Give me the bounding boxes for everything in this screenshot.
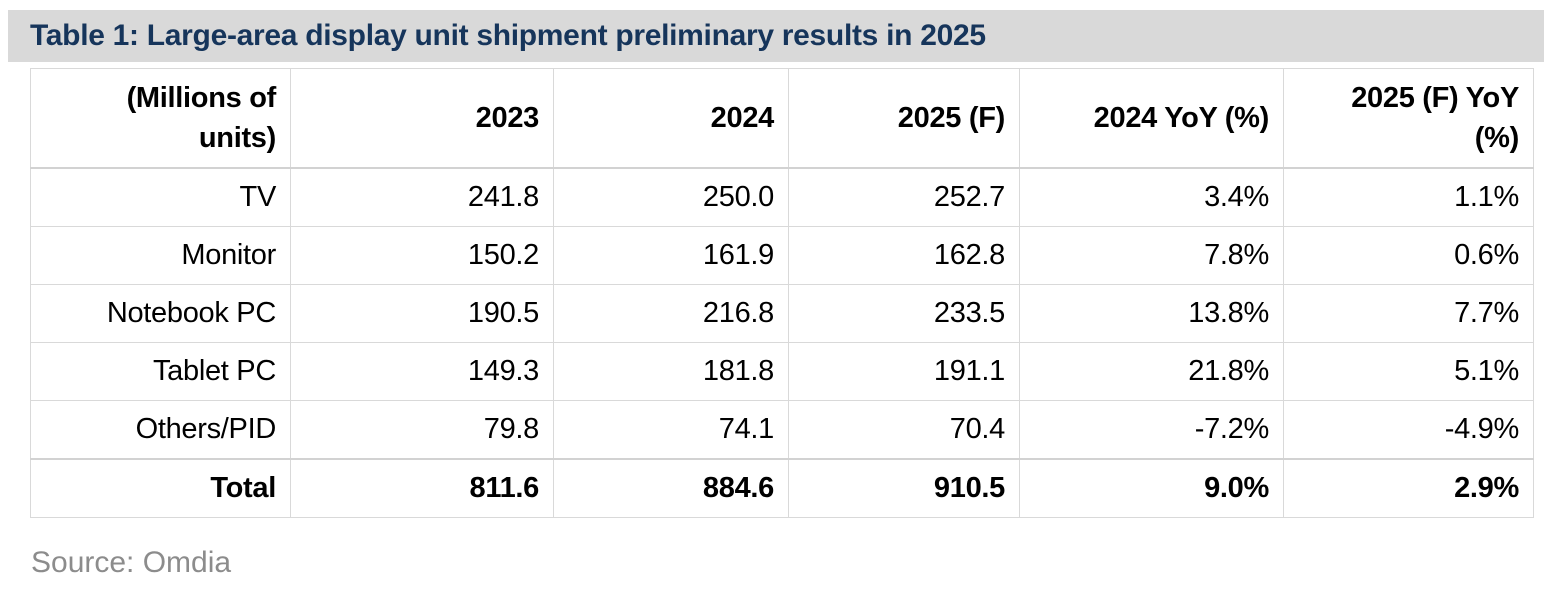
header-cell-2023: 2023 <box>290 68 554 169</box>
table-cell: 233.5 <box>788 284 1020 343</box>
table-cell: 7.7% <box>1283 284 1534 343</box>
table-cell: 70.4 <box>788 400 1020 460</box>
row-label-cell: TV <box>30 167 291 227</box>
table-cell: 910.5 <box>788 458 1020 518</box>
table-row-notebook-pc: Notebook PC 190.5 216.8 233.5 13.8% 7.7% <box>30 284 1534 343</box>
header-cell-2024: 2024 <box>553 68 789 169</box>
header-cell-2024-yoy: 2024 YoY (%) <box>1019 68 1284 169</box>
header-cell-2025f: 2025 (F) <box>788 68 1020 169</box>
table-cell: 9.0% <box>1019 458 1284 518</box>
table-cell: 3.4% <box>1019 167 1284 227</box>
table-row-tv: TV 241.8 250.0 252.7 3.4% 1.1% <box>30 167 1534 227</box>
table-cell: 7.8% <box>1019 226 1284 285</box>
table-cell: 5.1% <box>1283 342 1534 401</box>
table-cell: -4.9% <box>1283 400 1534 460</box>
table-cell: 884.6 <box>553 458 789 518</box>
row-label-cell: Tablet PC <box>30 342 291 401</box>
table-cell: 0.6% <box>1283 226 1534 285</box>
table-cell: 2.9% <box>1283 458 1534 518</box>
header-cell-2025f-yoy: 2025 (F) YoY (%) <box>1283 68 1534 169</box>
table-title-bar: Table 1: Large-area display unit shipmen… <box>8 10 1544 62</box>
table-cell: 1.1% <box>1283 167 1534 227</box>
table-cell: 250.0 <box>553 167 789 227</box>
source-note: Source: Omdia <box>31 546 232 579</box>
row-label-cell: Others/PID <box>30 400 291 460</box>
table-row-tablet-pc: Tablet PC 149.3 181.8 191.1 21.8% 5.1% <box>30 342 1534 401</box>
header-row: (Millions of units) 2023 2024 2025 (F) 2… <box>30 68 1534 169</box>
table-cell: 181.8 <box>553 342 789 401</box>
table-cell: 190.5 <box>290 284 554 343</box>
table-cell: 150.2 <box>290 226 554 285</box>
table-cell: 149.3 <box>290 342 554 401</box>
row-label-cell: Notebook PC <box>30 284 291 343</box>
table-cell: 21.8% <box>1019 342 1284 401</box>
table-cell: 216.8 <box>553 284 789 343</box>
table-cell: -7.2% <box>1019 400 1284 460</box>
table-cell: 162.8 <box>788 226 1020 285</box>
table-row-others-pid: Others/PID 79.8 74.1 70.4 -7.2% -4.9% <box>30 400 1534 460</box>
table-cell: 191.1 <box>788 342 1020 401</box>
table-cell: 241.8 <box>290 167 554 227</box>
table-row-monitor: Monitor 150.2 161.9 162.8 7.8% 0.6% <box>30 226 1534 285</box>
table-cell: 74.1 <box>553 400 789 460</box>
shipment-table: (Millions of units) 2023 2024 2025 (F) 2… <box>30 68 1534 518</box>
table-row-total: Total 811.6 884.6 910.5 9.0% 2.9% <box>30 458 1534 518</box>
table-cell: 811.6 <box>290 458 554 518</box>
table-cell: 161.9 <box>553 226 789 285</box>
table-cell: 252.7 <box>788 167 1020 227</box>
row-label-cell: Monitor <box>30 226 291 285</box>
row-label-cell: Total <box>30 458 291 518</box>
table-title: Table 1: Large-area display unit shipmen… <box>30 19 986 52</box>
header-cell-unit: (Millions of units) <box>30 68 291 169</box>
table-cell: 13.8% <box>1019 284 1284 343</box>
table-cell: 79.8 <box>290 400 554 460</box>
